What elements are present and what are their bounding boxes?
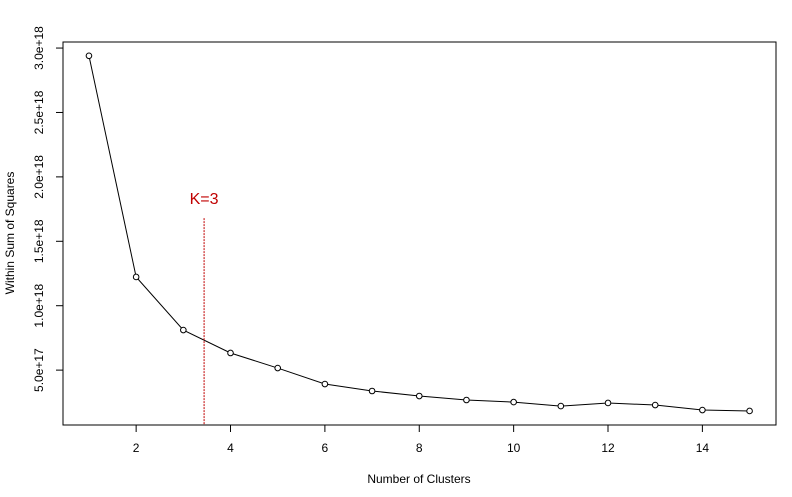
y-tick-label: 5.0e+17: [32, 348, 46, 392]
x-tick-label: 12: [601, 441, 615, 455]
x-axis-label: Number of Clusters: [367, 472, 470, 486]
x-tick-label: 4: [227, 441, 234, 455]
y-tick-label: 3.0e+18: [32, 26, 46, 70]
data-point: [604, 399, 612, 407]
data-point: [746, 407, 753, 415]
data-point: [557, 402, 565, 410]
y-tick-label: 1.5e+18: [32, 219, 46, 263]
plot-frame: [62, 41, 777, 426]
data-point: [463, 396, 470, 404]
data-point: [699, 406, 706, 414]
x-tick-label: 8: [416, 441, 423, 455]
data-point: [368, 387, 376, 395]
data-point: [415, 392, 423, 400]
data-line: [88, 55, 750, 412]
data-point: [132, 273, 140, 281]
x-tick-label: 2: [133, 441, 140, 455]
x-tick-label: 14: [696, 441, 710, 455]
data-point: [510, 398, 517, 406]
x-tick-label: 10: [507, 441, 521, 455]
data-point: [180, 326, 187, 334]
data-point: [85, 52, 93, 60]
annotation-label: K=3: [190, 191, 219, 208]
x-tick-label: 6: [322, 441, 329, 455]
y-tick-label: 2.0e+18: [32, 155, 46, 199]
data-point: [321, 380, 329, 388]
y-axis-label: Within Sum of Squares: [3, 172, 17, 295]
data-point: [274, 364, 282, 372]
y-tick-label: 1.0e+18: [32, 284, 46, 328]
y-tick-label: 2.5e+18: [32, 90, 46, 134]
data-point: [651, 401, 659, 409]
data-point: [227, 349, 234, 357]
